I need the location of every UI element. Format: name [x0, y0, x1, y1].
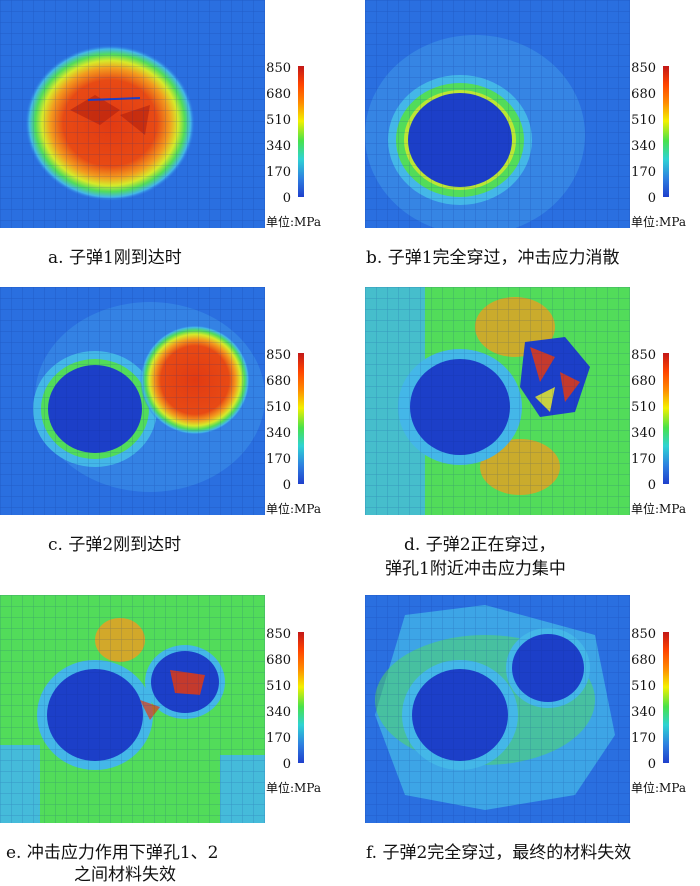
colorbar-a: [298, 66, 304, 197]
tick-170: 170: [266, 731, 291, 746]
unit-label: 单位:MPa: [266, 215, 322, 229]
stress-plot-d: [365, 287, 630, 515]
tick-850: 850: [266, 627, 291, 642]
caption-a: a. 子弹1刚到达时: [48, 248, 182, 268]
tick-0: 0: [282, 191, 291, 206]
colorbar-b: [663, 66, 669, 197]
unit-label: 单位:MPa: [631, 502, 687, 516]
colorbar-e: [298, 632, 304, 763]
caption-b: b. 子弹1完全穿过，冲击应力消散: [366, 248, 620, 268]
tick-680: 680: [266, 374, 291, 389]
tick-170: 170: [631, 731, 656, 746]
tick-340: 340: [266, 426, 291, 441]
unit-label: 单位:MPa: [631, 215, 687, 229]
tick-850: 850: [631, 627, 656, 642]
stress-plot-c: [0, 287, 265, 515]
caption-e-line1: e. 冲击应力作用下弹孔1、2: [6, 843, 219, 863]
colorbar-d: [663, 353, 669, 484]
colorbar-c: [298, 353, 304, 484]
caption-c: c. 子弹2刚到达时: [48, 535, 182, 555]
tick-680: 680: [631, 653, 656, 668]
caption-e-line2: 之间材料失效: [74, 865, 176, 885]
caption-f: f. 子弹2完全穿过，最终的材料失效: [366, 843, 632, 863]
stress-plot-b: [365, 0, 630, 228]
tick-510: 510: [266, 113, 291, 128]
tick-510: 510: [266, 679, 291, 694]
unit-label: 单位:MPa: [631, 781, 687, 795]
tick-0: 0: [282, 757, 291, 772]
tick-850: 850: [266, 61, 291, 76]
stress-plot-a: [0, 0, 265, 228]
tick-340: 340: [266, 705, 291, 720]
tick-340: 340: [631, 705, 656, 720]
tick-850: 850: [266, 348, 291, 363]
stress-plot-e: [0, 595, 265, 823]
caption-d-line2: 弹孔1附近冲击应力集中: [385, 559, 566, 579]
tick-340: 340: [266, 139, 291, 154]
caption-d-line1: d. 子弹2正在穿过，: [404, 535, 556, 555]
tick-510: 510: [631, 679, 656, 694]
tick-0: 0: [647, 478, 656, 493]
tick-510: 510: [631, 400, 656, 415]
tick-680: 680: [266, 87, 291, 102]
stress-plot-f: [365, 595, 630, 823]
tick-850: 850: [631, 61, 656, 76]
tick-170: 170: [266, 452, 291, 467]
tick-680: 680: [631, 374, 656, 389]
tick-850: 850: [631, 348, 656, 363]
tick-680: 680: [266, 653, 291, 668]
unit-label: 单位:MPa: [266, 502, 322, 516]
tick-170: 170: [266, 165, 291, 180]
colorbar-f: [663, 632, 669, 763]
tick-510: 510: [631, 113, 656, 128]
tick-680: 680: [631, 87, 656, 102]
tick-0: 0: [282, 478, 291, 493]
tick-340: 340: [631, 426, 656, 441]
tick-170: 170: [631, 452, 656, 467]
tick-510: 510: [266, 400, 291, 415]
unit-label: 单位:MPa: [266, 781, 322, 795]
tick-0: 0: [647, 191, 656, 206]
tick-0: 0: [647, 757, 656, 772]
tick-340: 340: [631, 139, 656, 154]
tick-170: 170: [631, 165, 656, 180]
